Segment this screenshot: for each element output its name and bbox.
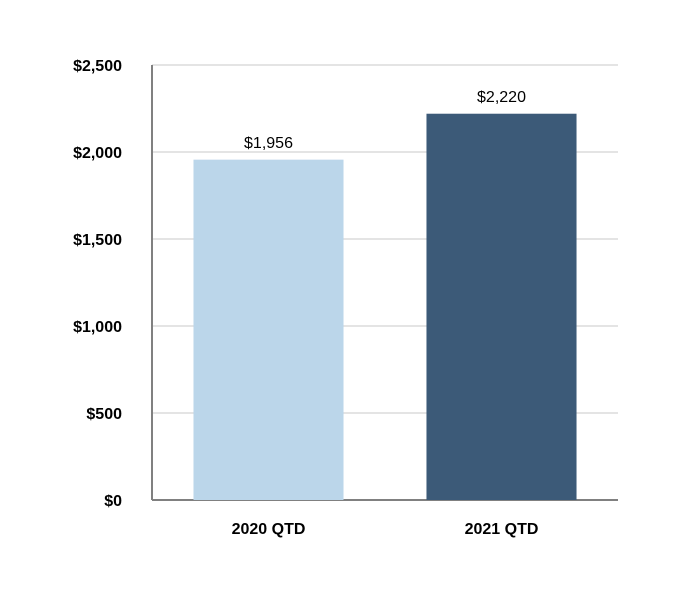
value-label: $2,220	[477, 89, 526, 106]
y-tick-label: $2,500	[73, 58, 122, 75]
y-tick-label: $2,000	[73, 145, 122, 162]
y-tick-label: $1,500	[73, 232, 122, 249]
bar	[426, 113, 577, 500]
y-tick-label: $500	[86, 406, 122, 423]
bar	[193, 159, 344, 500]
y-tick-label: $1,000	[73, 319, 122, 336]
value-label: $1,956	[244, 135, 293, 152]
x-tick-label: 2020 QTD	[232, 521, 306, 538]
x-tick-label: 2021 QTD	[465, 521, 539, 538]
y-tick-label: $0	[104, 493, 122, 510]
